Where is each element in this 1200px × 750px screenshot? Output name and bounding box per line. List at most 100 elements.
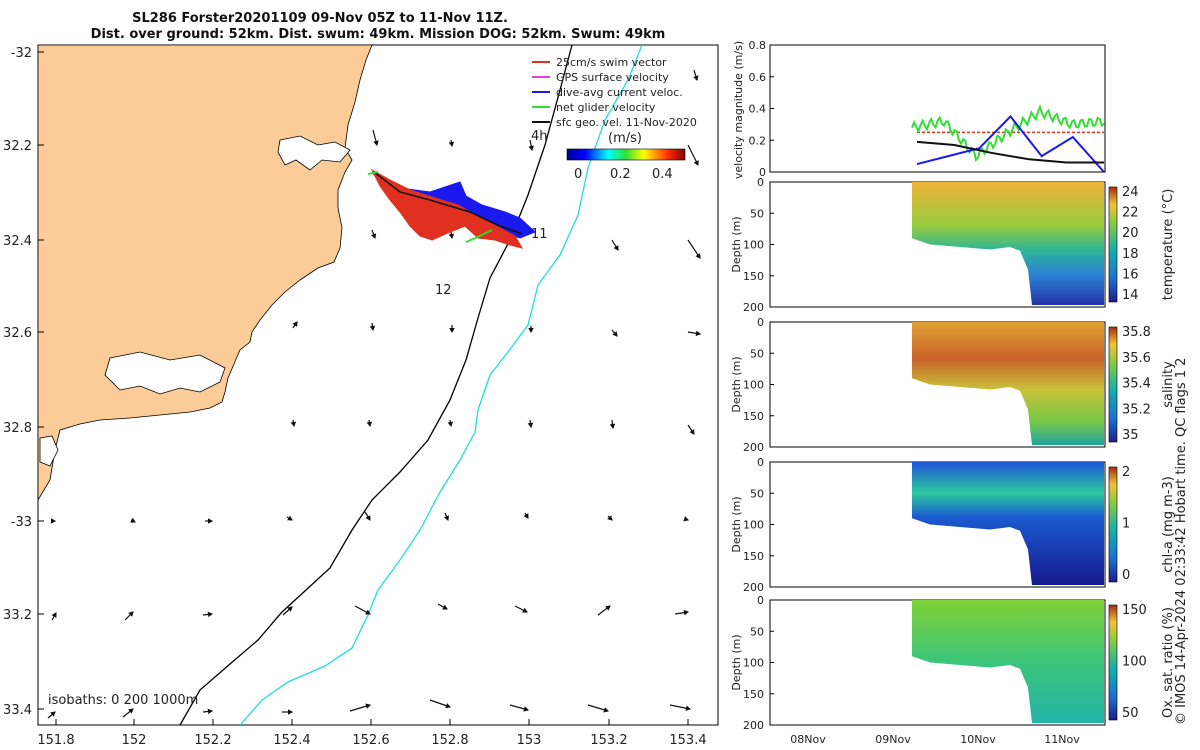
geo-velocity-arrowhead <box>207 708 214 715</box>
section-ytick-label: 150 <box>743 270 764 283</box>
section-colorbar-tick: 35.4 <box>1122 377 1151 392</box>
annotation-day-12: 12 <box>435 283 452 298</box>
lon-tick-label: 152.8 <box>431 733 468 748</box>
geo-velocity-arrowhead <box>287 709 294 715</box>
velocity-yticks: 0 0.2 0.4 0.6 0.8 <box>749 39 774 179</box>
section-ytick-label: 50 <box>750 625 764 638</box>
lat-tick-label: 32.4 <box>3 234 32 249</box>
geo-velocity-arrowhead <box>685 705 692 711</box>
lon-tick-label: 152 <box>122 733 147 748</box>
geo-velocity-arrowhead <box>607 515 613 521</box>
section-colorbar-tick: 50 <box>1122 706 1139 721</box>
legend-label: dive-avg current veloc. <box>556 86 683 99</box>
speed-colorbar: (m/s) 0 0.2 0.4 <box>566 131 686 182</box>
geo-velocity-arrowhead <box>128 708 134 714</box>
section-data-field <box>912 182 1104 305</box>
section-colorbar-tick: 35.8 <box>1122 325 1151 340</box>
lon-tick-label: 152.4 <box>273 733 310 748</box>
section-colorbar-tick: 18 <box>1122 247 1139 262</box>
geo-velocity-arrowhead <box>693 160 699 166</box>
section-ytick-label: 0 <box>757 316 764 329</box>
lon-tick-label: 153.4 <box>669 733 706 748</box>
geo-velocity-arrowhead <box>371 233 377 239</box>
legend-label: sfc geo. vel. 11-Nov-2020 <box>556 116 697 129</box>
geo-velocity-arrowhead <box>447 421 454 428</box>
legend-label: net glider velocity <box>556 101 656 114</box>
swim-vector-swath <box>370 168 524 249</box>
geo-velocity-arrowhead <box>373 140 379 147</box>
velocity-ytick-label: 0 <box>759 166 766 179</box>
isobaths-note: isobaths: 0 200 1000m <box>48 693 198 708</box>
section-ylabel: Depth (m) <box>730 356 743 412</box>
geo-velocity-arrowhead <box>365 515 371 521</box>
geo-velocity-arrowhead <box>693 75 699 81</box>
section-ylabel: Depth (m) <box>730 216 743 272</box>
section-colorbar-tick: 0 <box>1122 568 1130 583</box>
geo-velocity-arrowhead <box>605 605 611 611</box>
geo-velocity-arrowhead <box>442 604 448 610</box>
map-panel: 4h 11 12 25cm/s swim vector GPS surface v… <box>3 44 719 748</box>
section-colorbar-tick: 24 <box>1122 185 1139 200</box>
geo-velocity-arrowhead <box>287 515 293 521</box>
speed-colorbar-tick: 0.2 <box>610 167 631 182</box>
isobath-1000m <box>239 44 643 726</box>
geo-velocity-arrowhead <box>128 611 134 617</box>
velocity-panel: velocity magnitude (m/s) 0 0.2 0.4 0.6 0.8 <box>732 39 1106 179</box>
geo-velocity-arrowhead <box>207 611 214 618</box>
section-colorbar <box>1108 466 1118 583</box>
speed-colorbar-tick: 0.4 <box>652 167 673 182</box>
geo-velocity-arrowhead <box>130 517 136 523</box>
geo-velocity-arrowhead <box>287 606 293 612</box>
section-ytick-label: 50 <box>750 487 764 500</box>
legend-label: GPS surface velocity <box>556 71 669 84</box>
lon-tick-label: 153.2 <box>590 733 627 748</box>
geo-velocity-arrowhead <box>528 327 534 334</box>
section-ylabel: Depth (m) <box>730 634 743 690</box>
section-ytick-label: 200 <box>743 301 764 314</box>
geo-velocity-arrowhead <box>689 429 695 435</box>
annotation-4h: 4h <box>531 129 548 144</box>
velocity-ytick-label: 0.6 <box>749 71 767 84</box>
lat-tick-label: -33 <box>11 515 32 530</box>
section-colorbar-tick: 35.2 <box>1122 402 1151 417</box>
section-ytick-label: 150 <box>743 550 764 563</box>
lat-tick-label: 33.4 <box>3 703 32 718</box>
section-colorbar-tick: 35 <box>1122 428 1139 443</box>
geo-velocity-arrowhead <box>365 703 371 709</box>
geo-velocity-arrowhead <box>683 609 690 616</box>
section-colorbar-tick: 100 <box>1122 655 1147 670</box>
section-ytick-label: 50 <box>750 347 764 360</box>
geo-velocity-arrowhead <box>445 703 451 709</box>
velocity-axes <box>769 44 1106 173</box>
geo-velocity-arrowhead <box>50 518 57 524</box>
lat-tick-label: -32 <box>11 46 32 61</box>
section-variable-label: Ox. sat. ratio (%) <box>1161 607 1176 718</box>
lon-tick-label: 153 <box>517 733 542 748</box>
velocity-series-line <box>916 114 1105 173</box>
geo-velocity-arrowhead <box>448 141 455 148</box>
geo-velocity-arrowhead <box>603 707 609 713</box>
time-tick-label: 10Nov <box>960 733 996 746</box>
section-colorbar <box>1108 186 1118 303</box>
geo-velocity-arrowhead <box>613 245 619 251</box>
section-ytick-label: 0 <box>757 594 764 607</box>
section-colorbar <box>1108 604 1118 721</box>
speed-colorbar-tick: 0 <box>574 167 582 182</box>
section-ytick-label: 0 <box>757 456 764 469</box>
lon-tick-label: 152.6 <box>352 733 389 748</box>
section-colorbar-tick: 1 <box>1122 517 1130 532</box>
geo-velocity-arrowhead <box>522 607 528 613</box>
geo-velocity-arrowhead <box>523 513 529 519</box>
net-velocity-track <box>373 171 523 235</box>
speed-colorbar-ramp <box>566 148 686 161</box>
section-colorbar <box>1108 326 1118 443</box>
geo-velocity-arrowhead <box>523 706 530 712</box>
lake <box>39 435 59 467</box>
lon-tick-label: 152.2 <box>194 733 231 748</box>
velocity-ytick-label: 0.8 <box>749 39 767 52</box>
lat-tick-label: 32.8 <box>3 421 32 436</box>
velocity-series <box>911 104 1105 173</box>
geo-velocity-arrowhead <box>365 609 371 615</box>
section-ytick-label: 100 <box>743 519 764 532</box>
